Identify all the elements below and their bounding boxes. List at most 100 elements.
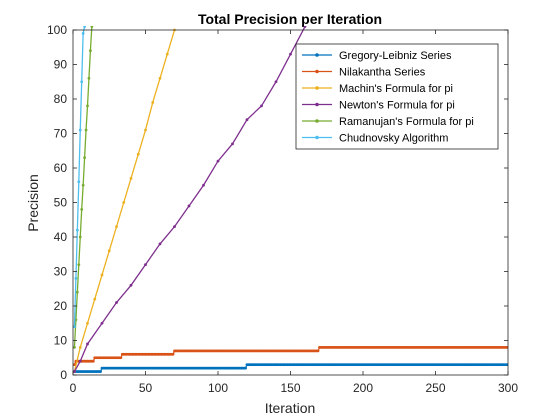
y-tick-label: 10 (54, 334, 68, 348)
data-point (100, 321, 104, 325)
data-point (73, 346, 76, 349)
data-point (78, 359, 82, 363)
legend-item: Newton's Formula for pi (302, 100, 455, 112)
data-point (107, 249, 111, 253)
series-markers-4 (73, 26, 307, 373)
data-point (260, 104, 263, 108)
legend-label: Chudnovsky Algorithm (339, 133, 448, 145)
data-point (84, 128, 88, 132)
data-point (73, 363, 76, 367)
y-tick-label: 90 (54, 58, 68, 72)
data-point (244, 366, 247, 370)
legend-swatch-marker (315, 86, 319, 90)
data-point (89, 49, 92, 53)
data-point (165, 52, 169, 56)
data-point (78, 235, 82, 239)
data-point (75, 290, 79, 294)
data-point (90, 26, 94, 28)
series-line-4 (73, 26, 306, 372)
legend-item: Chudnovsky Algorithm (302, 133, 448, 145)
data-point (129, 176, 133, 180)
x-tick-label: 250 (425, 381, 445, 395)
data-point (80, 80, 84, 84)
data-point (87, 76, 91, 80)
legend-label: Ramanujan's Formula for pi (339, 116, 474, 128)
x-tick-label: 100 (208, 381, 228, 395)
y-tick-label: 20 (54, 299, 68, 313)
data-point (158, 242, 162, 246)
data-point (122, 201, 126, 204)
data-point (86, 342, 89, 346)
legend-item: Gregory-Leibniz Series (302, 50, 452, 62)
data-point (86, 104, 89, 108)
data-point (73, 370, 76, 373)
data-point (83, 156, 86, 160)
data-point (245, 118, 249, 122)
data-point (75, 228, 79, 232)
chart-title: Total Precision per Iteration (198, 11, 382, 27)
legend-item: Machin's Formula for pi (302, 83, 453, 95)
data-point (216, 159, 220, 163)
series-markers-2 (73, 346, 508, 367)
data-point (115, 301, 118, 304)
data-point (100, 273, 104, 277)
x-tick-label: 50 (139, 381, 153, 395)
y-tick-label: 30 (54, 265, 68, 279)
data-point (144, 263, 147, 266)
series-markers-6 (73, 26, 86, 329)
x-axis-title: Iteration (265, 400, 316, 416)
x-tick-label: 300 (498, 381, 518, 395)
axes-layer: 0 50 100 150 200 250 300 0 10 20 30 40 50 60 70 80 90 100 (47, 23, 518, 395)
legend-swatch-marker (315, 102, 319, 107)
data-point (81, 32, 85, 35)
legend-item: Ramanujan's Formula for pi (302, 116, 474, 128)
series-clip-group (73, 26, 508, 373)
data-point (77, 180, 81, 184)
data-point (202, 183, 205, 187)
series-layer (73, 26, 508, 373)
legend-box (295, 43, 499, 150)
data-point (93, 297, 97, 301)
y-tick-label: 50 (54, 196, 68, 210)
data-point (158, 76, 162, 80)
data-point (289, 52, 292, 56)
data-point (129, 283, 133, 287)
data-point (99, 370, 102, 373)
data-point (73, 325, 76, 329)
legend-label: Newton's Formula for pi (339, 100, 455, 112)
data-point (303, 26, 307, 28)
data-point (231, 142, 234, 146)
legend-swatch-marker (315, 69, 319, 74)
data-point (83, 26, 86, 28)
series-markers-5 (73, 26, 94, 349)
data-point (80, 208, 84, 211)
data-point (91, 359, 95, 363)
legend-label: Gregory-Leibniz Series (339, 50, 452, 62)
y-tick-label: 80 (54, 92, 68, 106)
data-point (86, 321, 89, 325)
data-point (144, 128, 147, 132)
data-point (151, 101, 155, 104)
x-tick-label: 200 (353, 381, 373, 395)
data-point (136, 152, 140, 156)
y-tick-label: 60 (54, 161, 68, 175)
data-point (77, 263, 81, 266)
legend-swatch-marker (315, 53, 319, 57)
data-point (274, 80, 278, 84)
legend-label: Machin's Formula for pi (339, 83, 453, 95)
y-axis-title: Precision (25, 174, 41, 232)
series-line-6 (73, 26, 86, 327)
legend-swatch-marker (315, 135, 319, 140)
series-markers-3 (73, 28, 176, 373)
data-point (74, 277, 78, 280)
series-markers-1 (73, 363, 508, 373)
x-tick-label: 150 (280, 381, 300, 395)
y-tick-label: 70 (54, 127, 68, 141)
legend-swatch-marker (315, 119, 319, 123)
data-point (115, 225, 118, 229)
y-tick-label: 40 (54, 230, 68, 244)
legend-label: Nilakantha Series (339, 67, 426, 79)
data-point (78, 346, 82, 349)
legend: Gregory-Leibniz Series Nilakantha Series M… (295, 43, 499, 150)
